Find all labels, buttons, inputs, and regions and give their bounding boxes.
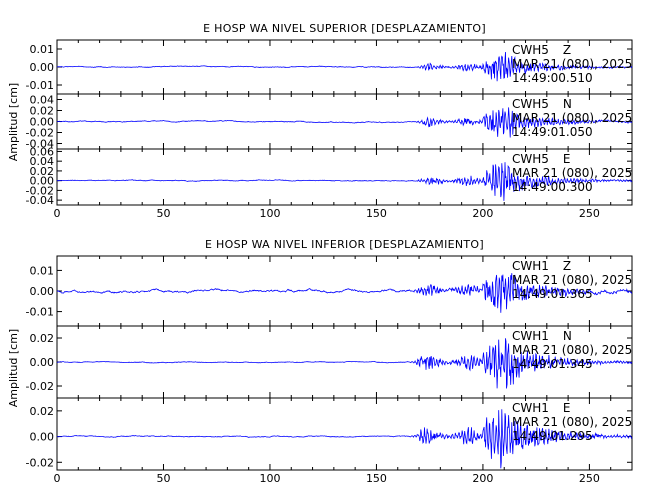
waveform-trace (56, 162, 633, 201)
component-code: N (563, 329, 572, 343)
y-tick-label: -0.01 (26, 79, 54, 92)
date-label: MAR 21 (080), 2025 (512, 57, 632, 71)
date-label: MAR 21 (080), 2025 (512, 415, 632, 429)
station-label: CWH5 E (512, 152, 571, 166)
y-tick-label: -0.02 (26, 380, 54, 393)
date-label: MAR 21 (080), 2025 (512, 343, 632, 357)
component-code: Z (563, 259, 571, 273)
y-tick-label: -0.01 (26, 306, 54, 319)
station-label: CWH1 N (512, 329, 572, 343)
time-label: 14:49:01.345 (512, 357, 593, 371)
y-tick-label: 0.02 (30, 105, 55, 118)
station-code: CWH5 (512, 97, 549, 111)
component-code: E (563, 152, 571, 166)
station-code: CWH5 (512, 152, 549, 166)
station-label: CWH1 Z (512, 259, 571, 273)
y-tick-label: 0.00 (30, 285, 55, 298)
date-label: MAR 21 (080), 2025 (512, 166, 632, 180)
panel-frame (56, 148, 633, 206)
component-code: Z (563, 43, 571, 57)
component-code: E (563, 401, 571, 415)
y-tick-label: -0.02 (26, 127, 54, 140)
waveform-trace (56, 107, 633, 138)
station-code: CWH5 (512, 43, 549, 57)
time-label: 14:49:00.300 (512, 180, 593, 194)
station-label: CWH5 Z (512, 43, 571, 57)
y-tick-label: 0.00 (30, 356, 55, 369)
x-tick-label: 250 (579, 472, 600, 485)
station-code: CWH1 (512, 329, 549, 343)
x-tick-label: 0 (54, 472, 61, 485)
panel-frame (56, 397, 633, 471)
time-label: 14:49:01.050 (512, 125, 593, 139)
x-tick-label: 150 (366, 207, 387, 220)
x-tick-label: 200 (472, 472, 493, 485)
station-label: CWH1 E (512, 401, 571, 415)
x-tick-label: 100 (259, 207, 280, 220)
y-tick-label: 0.04 (30, 155, 55, 168)
chart-title: E HOSP WA NIVEL INFERIOR [DESPLAZAMIENTO… (205, 238, 484, 251)
waveform-trace (56, 338, 633, 389)
x-tick-label: 50 (156, 207, 170, 220)
x-tick-label: 150 (366, 472, 387, 485)
y-tick-label: 0.00 (30, 116, 55, 129)
y-tick-label: -0.02 (26, 184, 54, 197)
y-tick-label: 0.01 (30, 264, 55, 277)
date-label: MAR 21 (080), 2025 (512, 273, 632, 287)
date-label: MAR 21 (080), 2025 (512, 111, 632, 125)
time-label: 14:49:00.510 (512, 71, 593, 85)
y-tick-label: 0.00 (30, 431, 55, 444)
y-tick-label: 0.01 (30, 43, 55, 56)
y-tick-label: 0.00 (30, 61, 55, 74)
chart-title: E HOSP WA NIVEL SUPERIOR [DESPLAZAMIENTO… (203, 22, 486, 35)
x-tick-label: 50 (156, 472, 170, 485)
x-tick-label: 100 (259, 472, 280, 485)
station-label: CWH5 N (512, 97, 572, 111)
component-code: N (563, 97, 572, 111)
x-tick-label: 0 (54, 207, 61, 220)
x-tick-label: 200 (472, 207, 493, 220)
waveform-trace (56, 273, 633, 313)
y-tick-label: -0.04 (26, 194, 54, 207)
y-tick-label: 0.00 (30, 175, 55, 188)
time-label: 14:49:01.295 (512, 429, 593, 443)
y-tick-label: 0.02 (30, 405, 55, 418)
y-tick-label: 0.02 (30, 332, 55, 345)
y-tick-label: 0.06 (30, 145, 55, 158)
x-tick-label: 250 (579, 207, 600, 220)
y-axis-label: Amplitud [cm] (7, 329, 20, 407)
y-tick-label: 0.04 (30, 94, 55, 107)
station-code: CWH1 (512, 259, 549, 273)
y-tick-label: 0.02 (30, 165, 55, 178)
waveform-trace (56, 409, 633, 469)
y-axis-label: Amplitud [cm] (7, 83, 20, 161)
y-tick-label: -0.04 (26, 138, 54, 151)
station-code: CWH1 (512, 401, 549, 415)
y-tick-label: -0.02 (26, 456, 54, 469)
waveform-trace (56, 51, 633, 82)
time-label: 14:49:01.365 (512, 287, 593, 301)
